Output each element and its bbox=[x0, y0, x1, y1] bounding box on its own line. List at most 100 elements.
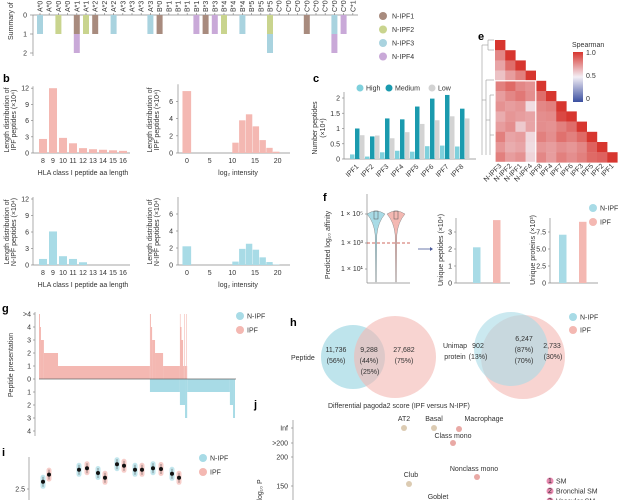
e-heatmap-cell bbox=[556, 121, 567, 132]
e-heatmap-cell bbox=[586, 142, 598, 153]
b-y-axis-label: Length distribution of bbox=[4, 87, 11, 152]
e-heatmap-cell bbox=[546, 142, 557, 153]
e-colorbar-title: Spearman bbox=[572, 42, 604, 49]
e-heatmap-cell bbox=[495, 111, 506, 122]
e-heatmap-cell bbox=[515, 142, 526, 153]
e-heatmap-cell bbox=[546, 152, 557, 163]
a-bar-n-ipf4 bbox=[193, 15, 200, 34]
e-heatmap-cell bbox=[525, 131, 536, 143]
a-column-label: C*0 bbox=[314, 0, 321, 12]
e-heatmap-cell bbox=[556, 131, 567, 143]
b-intensity-bar bbox=[252, 126, 260, 153]
i-mean-point-n-ipf bbox=[115, 462, 119, 467]
a-column-label: C*0 bbox=[323, 0, 330, 12]
c-x-tick-label: IPF6 bbox=[420, 163, 435, 178]
e-heatmap-cell bbox=[556, 101, 567, 112]
b-x-tick-label: 15 bbox=[109, 270, 117, 277]
a-column-label: A*3 bbox=[120, 1, 127, 12]
a-bar-n-ipf1 bbox=[202, 15, 209, 34]
a-column-label: B*1 bbox=[166, 1, 173, 12]
g-ipf-presentation-segment bbox=[183, 366, 185, 379]
j-point-at2 bbox=[401, 425, 407, 431]
a-column-label: B*0 bbox=[157, 1, 164, 12]
b-intensity-bar bbox=[245, 243, 253, 265]
e-heatmap-cell bbox=[505, 60, 516, 71]
a-column-label: A*3 bbox=[130, 1, 137, 12]
e-heatmap-cell bbox=[505, 131, 516, 143]
panel-label-e: e bbox=[478, 31, 484, 43]
e-heatmap-cell bbox=[586, 152, 598, 163]
b-y-tick-label: 3 bbox=[25, 246, 29, 253]
c-bar-low bbox=[375, 135, 380, 159]
b-intensity-bar bbox=[239, 120, 246, 153]
b-x-tick-label: 0 bbox=[185, 270, 189, 277]
f-violin-n-ipf bbox=[366, 210, 386, 283]
i-mean-point-n-ipf bbox=[41, 479, 45, 484]
f-bar-y-axis-label: Unique proteins (×10³) bbox=[530, 215, 537, 285]
e-heatmap-cell bbox=[535, 152, 547, 163]
a-legend-label: N-IPF1 bbox=[392, 14, 414, 21]
panel-label-h: h bbox=[290, 317, 297, 329]
b-y-tick-label: 12 bbox=[21, 86, 29, 93]
h-protein-overlap-pct: (87%) bbox=[515, 347, 534, 354]
c-legend-label: High bbox=[366, 86, 381, 93]
e-heatmap-cell bbox=[495, 40, 506, 51]
j-point-macrophage bbox=[456, 426, 462, 432]
e-heatmap-cell bbox=[535, 121, 547, 132]
b-length-bar bbox=[39, 258, 47, 265]
b-length-bar bbox=[79, 148, 87, 153]
j-y-tick-label: 150 bbox=[276, 484, 288, 491]
f-bar-y-tick-label: 5.0 bbox=[536, 247, 546, 254]
g-ipf-presentation-segment bbox=[152, 340, 156, 379]
e-heatmap-cell bbox=[556, 142, 567, 153]
i-mean-point-n-ipf bbox=[133, 467, 137, 472]
j-title: Differential pagoda2 score (IPF versus N… bbox=[328, 403, 470, 410]
b-y-tick-label: 4 bbox=[169, 116, 173, 123]
c-bar-low bbox=[465, 118, 470, 159]
f-legend-swatch bbox=[589, 204, 597, 212]
b-y-tick-label: 12 bbox=[21, 197, 29, 204]
b-x-tick-label: 20 bbox=[274, 158, 282, 165]
a-legend-swatch bbox=[379, 25, 387, 34]
a-bar-n-ipf1 bbox=[303, 15, 310, 34]
a-column-label: C*0 bbox=[277, 0, 284, 12]
e-heatmap-cell bbox=[576, 121, 587, 132]
j-point-class-mono bbox=[450, 440, 456, 446]
a-column-label: A*0 bbox=[38, 1, 45, 12]
g-y-tick-label: 1 bbox=[27, 390, 31, 397]
a-y-axis-label: Summary of bbox=[8, 2, 15, 40]
a-bar-n-ipf2 bbox=[267, 15, 273, 34]
i-mean-point-ipf bbox=[177, 475, 181, 480]
e-heatmap-cell bbox=[566, 111, 577, 122]
b-length-bar bbox=[89, 149, 97, 153]
e-heatmap-cell bbox=[495, 80, 506, 92]
arrow-right-icon bbox=[430, 247, 433, 251]
h-peptide-n-ipf-pct: (56%) bbox=[327, 358, 346, 365]
j-point-label: Nonclass mono bbox=[450, 466, 498, 473]
h-legend-swatch bbox=[569, 313, 577, 321]
b-y-tick-label: 6 bbox=[25, 230, 29, 237]
b-y-tick-label: 2 bbox=[169, 246, 173, 253]
a-legend-swatch bbox=[379, 39, 387, 47]
g-n-ipf-presentation-segment bbox=[185, 379, 188, 418]
b-length-bar bbox=[49, 231, 57, 265]
b-x-tick-label: 10 bbox=[228, 270, 236, 277]
b-y-tick-label: 6 bbox=[25, 118, 29, 125]
panel-label-g: g bbox=[2, 303, 9, 315]
b-length-bar bbox=[59, 137, 67, 153]
g-ipf-presentation-segment bbox=[43, 353, 59, 379]
b-x-axis-label: log₂ intensity bbox=[218, 170, 258, 177]
b-y-axis-label: IPF peptides (×10⁴) bbox=[11, 90, 18, 151]
b-intensity-bar bbox=[182, 91, 192, 153]
b-x-tick-label: 11 bbox=[69, 158, 76, 165]
b-x-tick-label: 8 bbox=[41, 270, 45, 277]
b-length-bar bbox=[79, 262, 87, 265]
c-x-tick-label: IPF1 bbox=[345, 163, 360, 178]
h-protein-venn-n-ipf bbox=[474, 312, 548, 386]
e-heatmap-cell bbox=[566, 152, 577, 163]
f-violin-box bbox=[393, 210, 399, 220]
e-heatmap-cell bbox=[495, 142, 506, 153]
i-mean-point-ipf bbox=[47, 472, 51, 477]
g-ipf-presentation-segment bbox=[149, 314, 151, 379]
e-heatmap-cell bbox=[525, 142, 536, 153]
